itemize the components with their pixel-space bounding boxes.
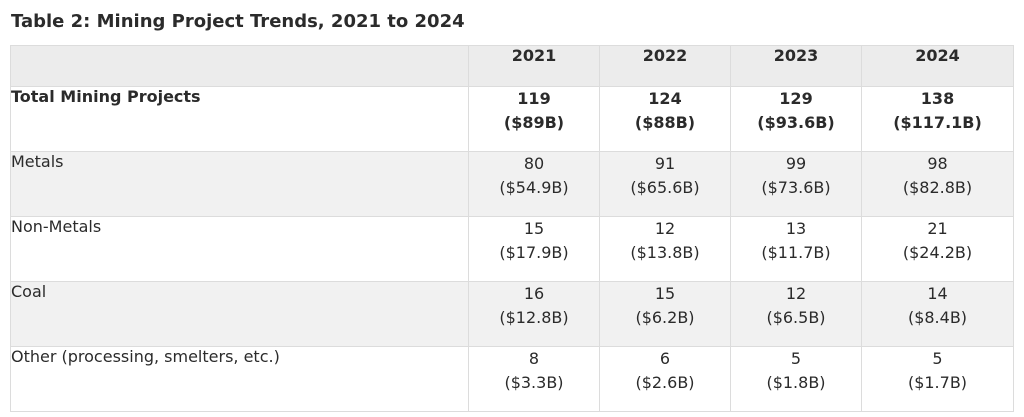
row-label: Metals — [10, 151, 469, 217]
project-count: 12 — [654, 219, 676, 238]
project-count: 5 — [790, 349, 802, 368]
project-value: ($1.7B) — [907, 373, 968, 392]
project-count: 129 — [779, 89, 813, 108]
project-count: 15 — [654, 284, 676, 303]
header-corner-cell — [10, 45, 469, 87]
project-count: 12 — [785, 284, 807, 303]
project-value: ($6.2B) — [635, 308, 695, 327]
value-cell: 80 ($54.9B) — [468, 151, 600, 217]
value-cell: 6 ($2.6B) — [599, 346, 731, 412]
column-header-2022: 2022 — [599, 45, 731, 87]
value-cell: 124 ($88B) — [599, 86, 731, 152]
table-header-row: 2021 2022 2023 2024 — [10, 45, 1014, 87]
project-value: ($13.8B) — [630, 243, 700, 262]
project-value: ($65.6B) — [630, 178, 700, 197]
row-label: Total Mining Projects — [10, 86, 469, 152]
value-cell: 119 ($89B) — [468, 86, 600, 152]
value-cell: 13 ($11.7B) — [730, 216, 862, 282]
column-header-2023: 2023 — [730, 45, 862, 87]
project-value: ($24.2B) — [902, 243, 973, 262]
value-cell: 99 ($73.6B) — [730, 151, 862, 217]
value-cell: 14 ($8.4B) — [861, 281, 1014, 347]
project-value: ($93.6B) — [757, 113, 835, 132]
value-cell: 21 ($24.2B) — [861, 216, 1014, 282]
row-label: Non-Metals — [10, 216, 469, 282]
value-cell: 15 ($17.9B) — [468, 216, 600, 282]
value-cell: 8 ($3.3B) — [468, 346, 600, 412]
project-count: 91 — [654, 154, 676, 173]
table-title: Table 2: Mining Project Trends, 2021 to … — [11, 11, 465, 32]
value-cell: 16 ($12.8B) — [468, 281, 600, 347]
project-count: 138 — [920, 89, 955, 108]
project-value: ($8.4B) — [907, 308, 968, 327]
mining-trends-table: 2021 2022 2023 2024 Total Mining Project… — [10, 45, 1014, 412]
project-count: 6 — [659, 349, 671, 368]
project-count: 5 — [932, 349, 943, 368]
project-count: 80 — [523, 154, 545, 173]
project-value: ($89B) — [503, 113, 565, 132]
project-value: ($117.1B) — [893, 113, 982, 132]
project-value: ($88B) — [634, 113, 696, 132]
project-value: ($82.8B) — [902, 178, 973, 197]
value-cell: 129 ($93.6B) — [730, 86, 862, 152]
value-cell: 5 ($1.7B) — [861, 346, 1014, 412]
project-value: ($2.6B) — [635, 373, 695, 392]
row-label: Coal — [10, 281, 469, 347]
value-cell: 12 ($6.5B) — [730, 281, 862, 347]
table-row-coal: Coal 16 ($12.8B) 15 ($6.2B) 12 ($6.5B) 14 ($… — [10, 281, 1014, 347]
project-value: ($6.5B) — [766, 308, 826, 327]
project-value: ($73.6B) — [761, 178, 831, 197]
value-cell: 98 ($82.8B) — [861, 151, 1014, 217]
project-value: ($1.8B) — [766, 373, 826, 392]
project-count: 99 — [785, 154, 807, 173]
project-value: ($17.9B) — [499, 243, 569, 262]
project-count: 15 — [523, 219, 545, 238]
project-count: 14 — [927, 284, 948, 303]
project-count: 16 — [523, 284, 545, 303]
project-count: 21 — [927, 219, 948, 238]
column-header-2021: 2021 — [468, 45, 600, 87]
project-count: 119 — [517, 89, 551, 108]
value-cell: 138 ($117.1B) — [861, 86, 1014, 152]
value-cell: 15 ($6.2B) — [599, 281, 731, 347]
column-header-2024: 2024 — [861, 45, 1014, 87]
table-row-other: Other (processing, smelters, etc.) 8 ($3.… — [10, 346, 1014, 412]
project-value: ($54.9B) — [499, 178, 569, 197]
value-cell: 91 ($65.6B) — [599, 151, 731, 217]
row-label: Other (processing, smelters, etc.) — [10, 346, 469, 412]
table-row-metals: Metals 80 ($54.9B) 91 ($65.6B) 99 ($73.6B) … — [10, 151, 1014, 217]
project-value: ($11.7B) — [761, 243, 831, 262]
project-value: ($3.3B) — [504, 373, 564, 392]
table-row-non-metals: Non-Metals 15 ($17.9B) 12 ($13.8B) 13 ($11.… — [10, 216, 1014, 282]
project-count: 124 — [648, 89, 682, 108]
project-count: 13 — [785, 219, 807, 238]
project-count: 8 — [528, 349, 540, 368]
value-cell: 12 ($13.8B) — [599, 216, 731, 282]
project-count: 98 — [927, 154, 948, 173]
value-cell: 5 ($1.8B) — [730, 346, 862, 412]
project-value: ($12.8B) — [499, 308, 569, 327]
table-row-total: Total Mining Projects 119 ($89B) 124 ($88B… — [10, 86, 1014, 152]
